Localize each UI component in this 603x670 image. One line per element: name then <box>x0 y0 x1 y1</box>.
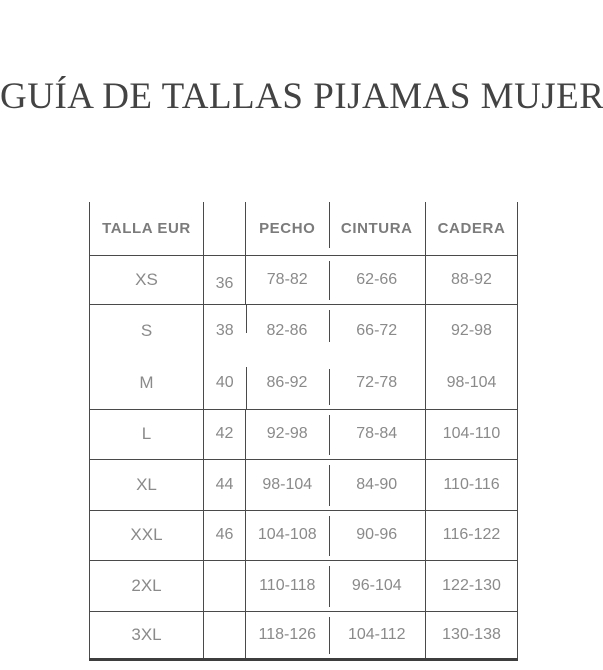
cell-pecho: 78-82 <box>245 255 329 304</box>
cell-pecho: 110-118 <box>245 560 329 611</box>
cell-eur: 40 <box>203 357 246 409</box>
page-title: GUÍA DE TALLAS PIJAMAS MUJER <box>0 76 603 117</box>
cell-talla: XL <box>89 459 204 510</box>
table-row-3xl: 3XL 118-126 104-112 130-138 <box>89 611 518 659</box>
cell-pecho: 86-92 <box>245 357 329 409</box>
cell-cintura: 90-96 <box>328 510 426 560</box>
cell-talla: 3XL <box>89 611 204 659</box>
table-row-xl: XL 44 98-104 84-90 110-116 <box>89 459 518 510</box>
cell-pecho: 82-86 <box>245 304 329 357</box>
cell-talla: XXL <box>89 510 204 560</box>
table-row-m: M 40 86-92 72-78 98-104 <box>89 357 518 409</box>
cell-cintura: 96-104 <box>328 560 426 611</box>
col-header-cintura: CINTURA <box>328 202 426 255</box>
table-row-xxl: XXL 46 104-108 90-96 116-122 <box>89 510 518 560</box>
cell-pecho: 92-98 <box>245 409 329 459</box>
cell-talla: L <box>89 409 204 459</box>
cell-cadera: 116-122 <box>425 510 518 560</box>
cell-eur: 46 <box>203 510 246 560</box>
cell-cintura: 84-90 <box>328 459 426 510</box>
col-header-pecho: PECHO <box>245 202 329 255</box>
col-header-cadera: CADERA <box>425 202 518 255</box>
cell-eur: 44 <box>203 459 246 510</box>
cell-cadera: 110-116 <box>425 459 518 510</box>
cell-talla: XS <box>89 255 204 304</box>
cell-talla: S <box>89 304 204 357</box>
size-table: TALLA EUR PECHO CINTURA CADERA XS 36 78-… <box>89 202 518 661</box>
cell-cintura: 104-112 <box>328 611 426 659</box>
cell-cadera: 88-92 <box>425 255 518 304</box>
cell-pecho: 118-126 <box>245 611 329 659</box>
cell-eur <box>203 611 246 659</box>
table-row-l: L 42 92-98 78-84 104-110 <box>89 409 518 459</box>
cell-talla: M <box>89 357 204 409</box>
cell-cadera: 104-110 <box>425 409 518 459</box>
cell-cadera: 130-138 <box>425 611 518 659</box>
col-header-talla-eur: TALLA EUR <box>89 202 204 255</box>
cell-cadera: 122-130 <box>425 560 518 611</box>
table-row-xs: XS 36 78-82 62-66 88-92 <box>89 255 518 304</box>
cell-talla: 2XL <box>89 560 204 611</box>
cell-eur <box>203 560 246 611</box>
cell-cintura: 66-72 <box>328 304 426 357</box>
cell-cintura: 62-66 <box>328 255 426 304</box>
cell-pecho: 98-104 <box>245 459 329 510</box>
cell-pecho: 104-108 <box>245 510 329 560</box>
header-row: TALLA EUR PECHO CINTURA CADERA <box>89 202 518 255</box>
table-row-2xl: 2XL 110-118 96-104 122-130 <box>89 560 518 611</box>
cell-eur: 38 <box>203 304 246 357</box>
cell-cadera: 92-98 <box>425 304 518 357</box>
col-header-empty <box>203 202 246 255</box>
cell-cadera: 98-104 <box>425 357 518 409</box>
table-row-s: S 38 82-86 66-72 92-98 <box>89 304 518 357</box>
cell-cintura: 78-84 <box>328 409 426 459</box>
cell-eur: 42 <box>203 409 246 459</box>
cell-cintura: 72-78 <box>328 357 426 409</box>
cell-eur: 36 <box>203 255 246 304</box>
